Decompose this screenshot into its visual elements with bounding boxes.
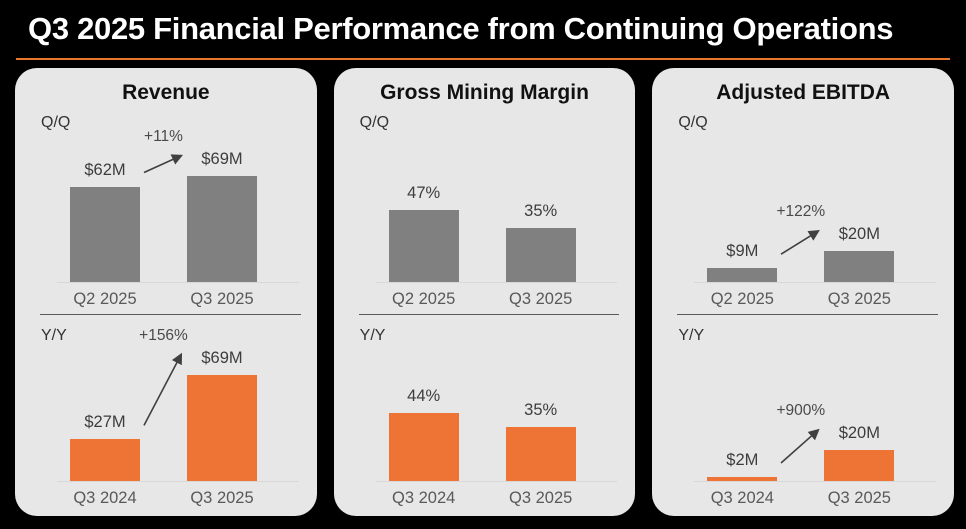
axis-baseline — [694, 481, 937, 482]
bar — [388, 413, 459, 481]
category-label: Q2 2025 — [73, 290, 137, 308]
panels-row: Revenue Q/Q $62M Q2 2025 $69M Q3 2025 +11% Y/Y $… — [15, 68, 955, 516]
bar-value-label: $27M — [84, 413, 126, 432]
section-divider — [358, 314, 620, 315]
bar — [505, 228, 576, 282]
period-basis-label: Y/Y — [41, 327, 67, 344]
bar-value-label: $20M — [838, 424, 880, 443]
chart-section-yy: Y/Y $2M Q3 2024 $20M Q3 2025 +900% — [652, 315, 954, 516]
chart-section-qq: Q/Q $9M Q2 2025 $20M Q3 2025 +122% — [652, 68, 954, 314]
bar-value-label: $69M — [201, 348, 243, 367]
category-label: Q3 2025 — [509, 489, 573, 507]
bar-value-label: $69M — [201, 149, 243, 168]
bar — [505, 427, 576, 481]
axis-baseline — [375, 282, 618, 283]
period-basis-label: Q/Q — [359, 114, 390, 131]
title-accent-rule — [16, 58, 950, 60]
section-divider — [677, 314, 939, 315]
category-label: Q3 2025 — [509, 290, 573, 308]
panel-title: Gross Mining Margin — [380, 81, 589, 104]
bar — [824, 251, 895, 282]
chart-section-qq: Q/Q 47% Q2 2025 35% Q3 2025 — [334, 68, 636, 314]
bar — [187, 175, 257, 282]
category-label: Q3 2024 — [710, 489, 774, 507]
axis-baseline — [57, 481, 299, 482]
bar-value-label: 35% — [524, 401, 558, 420]
period-basis-label: Y/Y — [678, 327, 705, 344]
bar — [70, 439, 140, 481]
change-percent-label: +122% — [776, 203, 826, 221]
category-label: Q2 2025 — [710, 290, 774, 308]
bar — [187, 374, 257, 481]
bar — [824, 450, 895, 481]
category-label: Q3 2024 — [392, 489, 456, 507]
category-label: Q3 2025 — [827, 489, 891, 507]
chart-section-yy: Y/Y $27M Q3 2024 $69M Q3 2025 +156% — [15, 315, 317, 516]
period-basis-label: Q/Q — [41, 114, 71, 131]
section-divider — [40, 314, 301, 315]
bar-value-label: $62M — [84, 160, 126, 179]
bar-value-label: $2M — [726, 451, 759, 469]
bar-value-label: 47% — [407, 183, 441, 202]
change-percent-label: +900% — [776, 402, 826, 420]
change-percent-label: +156% — [139, 326, 188, 344]
panel-gross-mining-margin: Gross Mining Margin Q/Q 47% Q2 2025 35% Q3 20… — [333, 68, 636, 516]
axis-baseline — [694, 282, 937, 283]
bar-value-label: 44% — [407, 387, 441, 406]
category-label: Q3 2025 — [827, 290, 891, 308]
category-label: Q3 2025 — [190, 290, 254, 308]
bar — [70, 186, 140, 282]
category-label: Q3 2024 — [73, 489, 137, 507]
category-label: Q2 2025 — [392, 290, 456, 308]
change-percent-label: +11% — [144, 127, 183, 145]
panel-title: Revenue — [122, 81, 210, 104]
bar — [707, 477, 778, 481]
bar-value-label: $9M — [726, 242, 759, 261]
panel-revenue: Revenue Q/Q $62M Q2 2025 $69M Q3 2025 +11% Y/Y $… — [15, 68, 317, 516]
panel-title: Adjusted EBITDA — [716, 81, 891, 104]
chart-section-yy: Y/Y 44% Q3 2024 35% Q3 2025 — [334, 315, 636, 516]
bar — [388, 209, 459, 282]
axis-baseline — [57, 282, 299, 283]
bar-value-label: 35% — [524, 202, 558, 221]
axis-baseline — [375, 481, 618, 482]
bar-value-label: $20M — [838, 225, 880, 244]
period-basis-label: Y/Y — [359, 327, 386, 344]
panel-adjusted-ebitda: Adjusted EBITDA Q/Q $9M Q2 2025 $20M Q3 2025 +… — [652, 68, 955, 516]
slide-title: Q3 2025 Financial Performance from Conti… — [28, 11, 894, 46]
bar — [707, 268, 778, 282]
category-label: Q3 2025 — [190, 489, 254, 507]
chart-section-qq: Q/Q $62M Q2 2025 $69M Q3 2025 +11% — [15, 68, 317, 314]
period-basis-label: Q/Q — [678, 114, 708, 131]
